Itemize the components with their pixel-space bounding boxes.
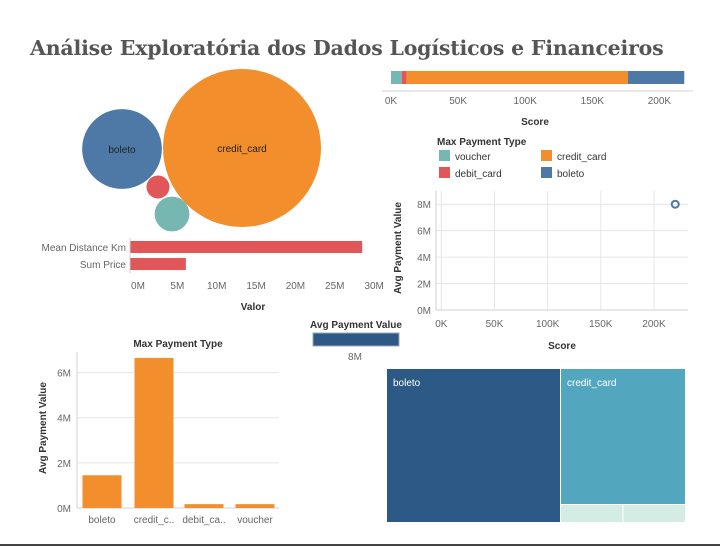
payment-bars-title: Max Payment Type bbox=[133, 339, 223, 350]
gradient-legend-label: 8M bbox=[348, 352, 362, 363]
valor-bar bbox=[130, 258, 186, 270]
legend-label-voucher: voucher bbox=[455, 152, 491, 163]
scatter-y-tick-label: 2M bbox=[417, 280, 431, 291]
scatter-x-tick-label: 150K bbox=[589, 319, 613, 330]
scatter-x-axis-title: Score bbox=[548, 341, 576, 352]
legend-label-debit_card: debit_card bbox=[455, 169, 502, 180]
score-bar-tick-label: 150K bbox=[581, 96, 605, 107]
payment-category-label: debit_ca.. bbox=[182, 515, 225, 526]
payment-bar bbox=[134, 357, 174, 508]
valor-category-label: Mean Distance Km bbox=[42, 243, 126, 254]
payment-y-axis-title: Avg Payment Value bbox=[38, 382, 49, 474]
bubble-voucher bbox=[154, 196, 190, 232]
bubble-credit_card bbox=[163, 69, 321, 227]
score-bar-tick-label: 200K bbox=[648, 96, 672, 107]
scatter-y-tick-label: 4M bbox=[417, 253, 431, 264]
treemap-cell bbox=[561, 505, 623, 522]
score-bar-tick-label: 50K bbox=[449, 96, 467, 107]
payment-y-tick-label: 2M bbox=[57, 459, 71, 470]
scatter-y-tick-label: 0M bbox=[417, 306, 431, 317]
payment-y-tick-label: 0M bbox=[57, 504, 71, 515]
payment-y-tick-label: 6M bbox=[57, 369, 71, 380]
scatter-y-axis-title: Avg Payment Value bbox=[393, 202, 404, 294]
scatter-x-tick-label: 200K bbox=[642, 319, 666, 330]
bottom-divider bbox=[0, 544, 720, 546]
bubble-boleto bbox=[82, 109, 162, 189]
payment-bar bbox=[184, 504, 224, 508]
dashboard-title: Análise Exploratória dos Dados Logístico… bbox=[30, 36, 664, 60]
bubble-debit_card bbox=[146, 175, 170, 199]
scatter-y-tick-label: 8M bbox=[417, 200, 431, 211]
scatter-y-tick-label: 6M bbox=[417, 227, 431, 238]
legend-swatch-debit_card bbox=[439, 167, 450, 178]
treemap-cell bbox=[561, 369, 685, 504]
valor-bar bbox=[130, 241, 363, 253]
scatter-x-tick-label: 50K bbox=[486, 319, 504, 330]
score-bar-axis-title: Score bbox=[521, 117, 549, 128]
valor-tick-label: 10M bbox=[207, 281, 226, 292]
payment-y-tick-label: 4M bbox=[57, 414, 71, 425]
valor-tick-label: 5M bbox=[170, 281, 184, 292]
valor-tick-label: 25M bbox=[325, 281, 344, 292]
valor-axis-title: Valor bbox=[241, 302, 266, 313]
payment-bar bbox=[82, 475, 122, 508]
legend-title: Max Payment Type bbox=[437, 137, 527, 148]
payment-category-label: voucher bbox=[237, 515, 273, 526]
score-bar-tick-label: 0K bbox=[385, 96, 398, 107]
treemap-label: credit_card bbox=[567, 378, 616, 389]
scatter-x-tick-label: 0K bbox=[435, 319, 448, 330]
valor-tick-label: 30M bbox=[364, 281, 383, 292]
gradient-legend-bar bbox=[312, 332, 400, 347]
stacked-segment-debit_card bbox=[401, 71, 407, 84]
score-bar-tick-label: 100K bbox=[514, 96, 538, 107]
payment-category-label: credit_c.. bbox=[134, 515, 175, 526]
legend-swatch-boleto bbox=[541, 167, 552, 178]
scatter-x-tick-label: 100K bbox=[536, 319, 560, 330]
scatter-point bbox=[670, 199, 680, 209]
legend-label-boleto: boleto bbox=[557, 169, 585, 180]
valor-tick-label: 20M bbox=[286, 281, 305, 292]
gradient-legend-title: Avg Payment Value bbox=[310, 320, 402, 331]
valor-tick-label: 15M bbox=[246, 281, 265, 292]
payment-category-label: boleto bbox=[88, 515, 116, 526]
stacked-segment-voucher bbox=[391, 71, 402, 84]
valor-tick-label: 0M bbox=[131, 281, 145, 292]
stacked-segment-boleto bbox=[627, 71, 685, 84]
bubble-label-credit_card: credit_card bbox=[217, 144, 266, 155]
stacked-segment-credit_card bbox=[406, 71, 628, 84]
legend-label-credit_card: credit_card bbox=[557, 152, 606, 163]
valor-category-label: Sum Price bbox=[80, 260, 127, 271]
payment-bar bbox=[235, 504, 275, 508]
treemap-cell bbox=[387, 369, 560, 522]
bubble-label-boleto: boleto bbox=[108, 145, 136, 156]
legend-swatch-voucher bbox=[439, 150, 450, 161]
treemap-cell bbox=[623, 505, 685, 522]
legend-swatch-credit_card bbox=[541, 150, 552, 161]
treemap-label: boleto bbox=[393, 378, 421, 389]
